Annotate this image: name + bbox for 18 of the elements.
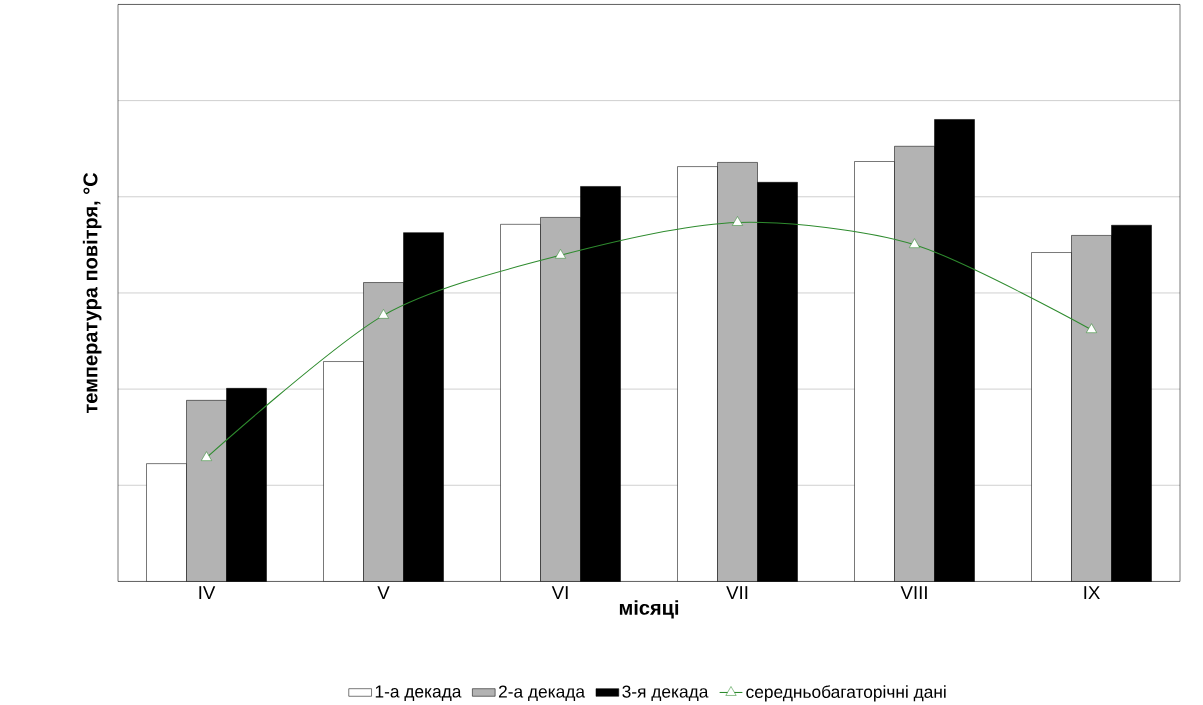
- point: [201, 451, 212, 461]
- x-axis-title: місяці: [619, 599, 679, 619]
- legend-label: 1-а декада: [375, 685, 462, 701]
- point: [1086, 323, 1097, 333]
- x-tick-label: VIII: [900, 585, 927, 599]
- x-tick-label: VII: [726, 585, 748, 599]
- x-tick-label: V: [377, 585, 390, 599]
- point: [378, 308, 389, 319]
- point: [732, 216, 743, 226]
- legend-label: 3-я декада: [622, 685, 709, 701]
- x-tick-label: VI: [551, 585, 568, 599]
- x-tick-label: IX: [1084, 585, 1100, 599]
- point: [555, 248, 566, 259]
- x-tick-label: IV: [199, 585, 216, 599]
- y-axis-title: температура повітря, °C: [82, 172, 102, 413]
- legend-label: 2-а декада: [498, 685, 586, 701]
- legend-label: середньобагаторічні дані: [746, 684, 946, 702]
- point: [909, 238, 920, 248]
